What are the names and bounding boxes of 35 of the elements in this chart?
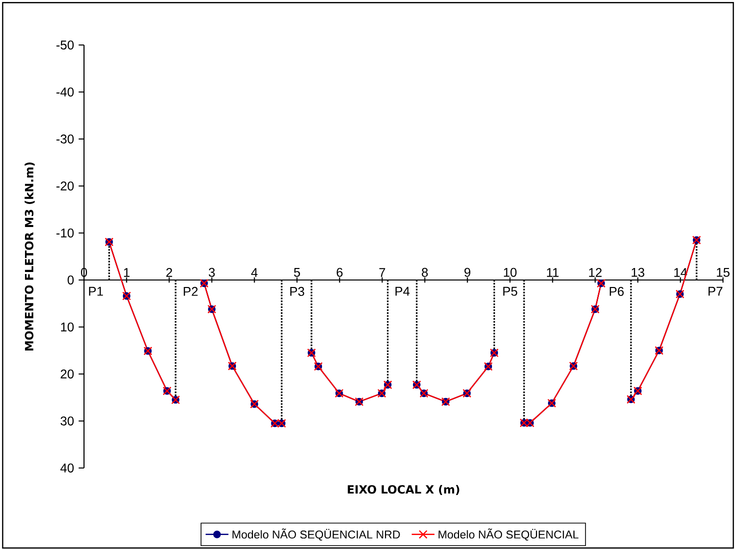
x-tick-label: 11: [546, 268, 559, 277]
y-tick-label: 30: [60, 416, 74, 426]
y-tick-label: -20: [56, 182, 74, 190]
x-axis-title: EIXO LOCAL X (m): [348, 484, 460, 496]
y-tick-label: 40: [60, 464, 74, 472]
annotation: P6: [610, 286, 624, 296]
y-tick-label: 10: [61, 322, 74, 332]
annotation: P7: [708, 286, 722, 296]
x-tick-label: 5: [294, 268, 300, 277]
x-tick-label: 13: [632, 268, 644, 277]
legend-label: Modelo NÃO SEQÜENCIAL NRD: [232, 528, 400, 541]
legend-label: Modelo NÃO SEQÜENCIAL: [438, 528, 578, 541]
x-tick-label: 8: [422, 268, 428, 277]
x-tick-label: 12: [589, 268, 602, 277]
y-tick-label: -50: [56, 40, 74, 50]
y-axis-title: MOMENTO FLETOR M3 (kN.m): [24, 162, 35, 350]
annotation: P2: [184, 286, 198, 296]
x-tick-label: 3: [208, 268, 215, 277]
y-tick-label: -10: [56, 228, 74, 238]
annotation: P4: [396, 286, 410, 296]
annotation: P3: [290, 286, 304, 296]
y-tick-label: 0: [68, 276, 74, 284]
annotation: P1: [89, 286, 103, 296]
y-tick-label: -40: [56, 88, 74, 96]
x-tick-label: 15: [716, 268, 730, 277]
x-tick-label: 10: [504, 268, 517, 277]
x-tick-label: 6: [336, 268, 343, 277]
y-tick-label: 20: [60, 370, 74, 378]
x-tick-label: 7: [379, 268, 386, 277]
x-tick-label: 4: [251, 268, 258, 277]
x-tick-label: 9: [464, 268, 470, 277]
y-tick-label: -30: [56, 134, 74, 144]
annotation: P5: [503, 286, 518, 296]
x-tick-label: 2: [166, 268, 172, 277]
x-tick-label: 1: [124, 268, 130, 277]
